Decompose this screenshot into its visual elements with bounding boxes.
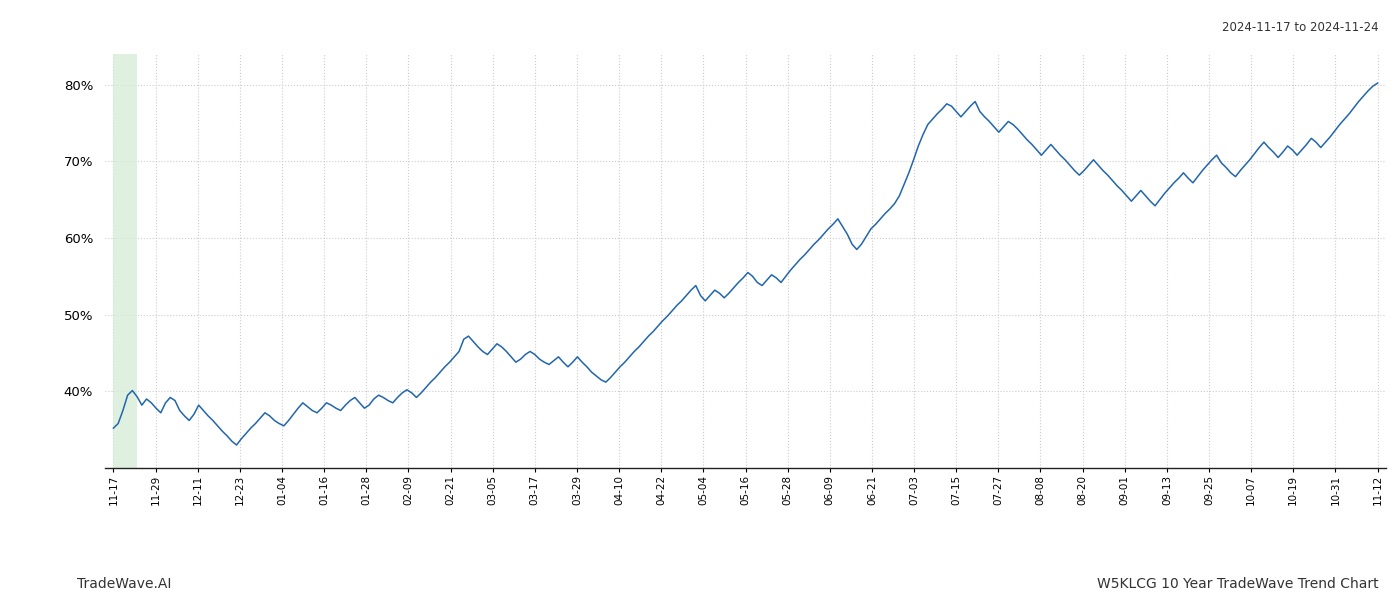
Bar [113, 54, 137, 468]
Text: 2024-11-17 to 2024-11-24: 2024-11-17 to 2024-11-24 [1222, 21, 1379, 34]
Text: W5KLCG 10 Year TradeWave Trend Chart: W5KLCG 10 Year TradeWave Trend Chart [1098, 577, 1379, 591]
Text: TradeWave.AI: TradeWave.AI [77, 577, 171, 591]
